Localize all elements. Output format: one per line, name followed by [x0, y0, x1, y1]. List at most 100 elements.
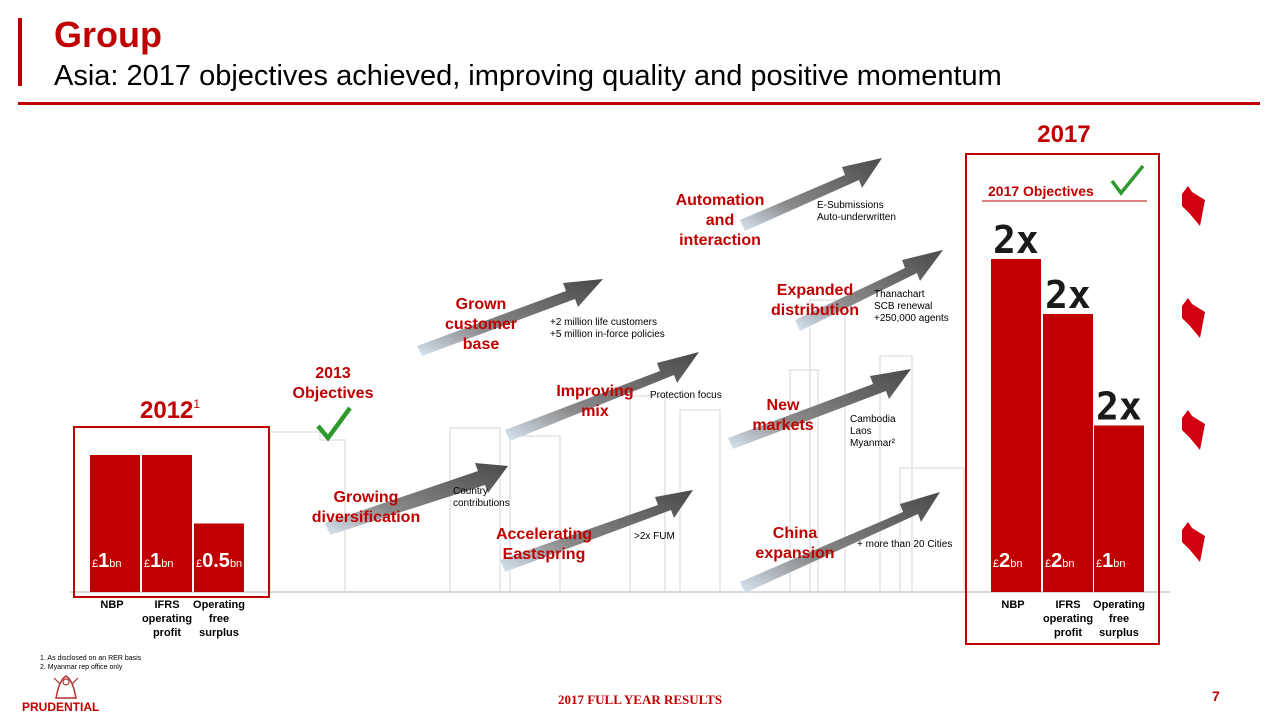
- theme-detail-expanded-distribution: +250,000 agents: [874, 313, 949, 324]
- category-label: operating: [1043, 613, 1093, 625]
- theme-label-growing-diversification: diversification: [312, 509, 420, 526]
- category-label: IFRS: [154, 599, 179, 611]
- bar-2012-0: [90, 455, 140, 592]
- box-2017: [965, 153, 1160, 645]
- theme-label-new-markets: markets: [752, 417, 813, 434]
- category-label: free: [1109, 613, 1129, 625]
- prudential-logo-icon: [53, 675, 79, 699]
- theme-label-china-expansion: China: [773, 525, 818, 542]
- category-label: NBP: [1001, 599, 1024, 611]
- red-momentum-arrows: [1182, 186, 1205, 562]
- bar-value-label: £1bn: [144, 550, 174, 572]
- category-label: IFRS: [1055, 599, 1080, 611]
- category-label: NBP: [100, 599, 123, 611]
- arrow-automation-and-interaction: [740, 158, 882, 231]
- arrow-accelerating-eastspring: [500, 490, 693, 572]
- category-label: profit: [153, 627, 181, 639]
- bar-value-label: £1bn: [92, 550, 122, 572]
- multiplier-label: 2x: [1096, 385, 1142, 429]
- theme-label-grown-customer-base: base: [463, 336, 500, 353]
- theme-detail-automation-and-interaction: Auto-underwritten: [817, 212, 896, 223]
- page-number: 7: [1212, 688, 1220, 704]
- bars-2017: £2bn 2x NBP £2bn 2x IFRS operating profit £1bn 2x…: [991, 218, 1145, 639]
- objectives-2013-label: Objectives: [293, 385, 374, 402]
- red-arrow-2: [1182, 298, 1205, 338]
- theme-label-expanded-distribution: Expanded: [777, 282, 853, 299]
- bar-2017-2: [1094, 425, 1144, 592]
- theme-label-expanded-distribution: distribution: [771, 302, 859, 319]
- theme-label-grown-customer-base: Grown: [456, 296, 507, 313]
- theme-label-improving-mix: mix: [581, 403, 609, 420]
- theme-detail-growing-diversification: Country: [453, 486, 488, 497]
- category-label: free: [209, 613, 229, 625]
- red-arrow-1: [1182, 186, 1205, 226]
- theme-detail-expanded-distribution: SCB renewal: [874, 301, 932, 312]
- year-2017-label: 2017: [1037, 121, 1090, 148]
- bar-2017-0: [991, 259, 1041, 592]
- theme-label-china-expansion: expansion: [755, 545, 834, 562]
- page-title: Group: [54, 14, 162, 55]
- multiplier-label: 2x: [1045, 273, 1091, 317]
- category-label: surplus: [199, 627, 239, 639]
- theme-detail-accelerating-eastspring: >2x FUM: [634, 531, 675, 542]
- category-label: surplus: [1099, 627, 1139, 639]
- multiplier-label: 2x: [993, 218, 1039, 262]
- bar-value-label: £0.5bn: [196, 550, 242, 572]
- theme-arrows: [325, 158, 943, 593]
- footnote-2: 2. Myanmar rep office only: [40, 664, 123, 671]
- header-rule: [18, 102, 1260, 105]
- category-label: Operating: [193, 599, 245, 611]
- red-arrow-4: [1182, 522, 1205, 562]
- theme-detail-new-markets: Laos: [850, 426, 872, 437]
- theme-label-growing-diversification: Growing: [334, 489, 399, 506]
- theme-label-improving-mix: Improving: [556, 383, 633, 400]
- theme-label-grown-customer-base: customer: [445, 316, 517, 333]
- objectives-2017-label: 2017 Objectives: [988, 183, 1094, 199]
- prudential-logo: PRUDENTIAL: [22, 700, 100, 714]
- theme-label-automation-and-interaction: interaction: [679, 232, 761, 249]
- footnote-1: 1. As disclosed on an RER basis: [40, 655, 142, 662]
- title-accent-bar: [18, 18, 22, 86]
- red-arrow-3: [1182, 410, 1205, 450]
- category-label: profit: [1054, 627, 1082, 639]
- category-label: operating: [142, 613, 192, 625]
- arrow-expanded-distribution: [795, 250, 943, 331]
- bar-2017-1: [1043, 314, 1093, 592]
- bar-value-label: £1bn: [1096, 550, 1126, 572]
- checkmark-2013-icon: [316, 406, 352, 442]
- arrow-new-markets: [728, 369, 911, 449]
- checkmark-2017-icon: [1110, 164, 1145, 196]
- theme-label-accelerating-eastspring: Eastspring: [503, 546, 586, 563]
- bar-2012-2: [194, 523, 244, 592]
- theme-detail-improving-mix: Protection focus: [650, 390, 722, 401]
- arrow-growing-diversification: [325, 463, 508, 535]
- footer-title: 2017 FULL YEAR RESULTS: [557, 692, 723, 707]
- bar-value-label: £2bn: [1045, 550, 1075, 572]
- objectives-2013-year: 2013: [315, 365, 351, 382]
- theme-label-automation-and-interaction: and: [706, 212, 734, 229]
- arrow-china-expansion: [740, 492, 940, 593]
- page-subtitle: Asia: 2017 objectives achieved, improvin…: [54, 60, 1002, 92]
- bars-2012: £1bn NBP £1bn IFRS operating profit £0.5bn Oper…: [90, 455, 245, 639]
- skyline-background: [269, 299, 965, 592]
- bar-value-label: £2bn: [993, 550, 1023, 572]
- year-2012-label: 20121: [140, 397, 200, 424]
- theme-detail-growing-diversification: contributions: [453, 498, 510, 509]
- footnotes: 1. As disclosed on an RER basis 2. Myanm…: [40, 654, 141, 672]
- arrow-improving-mix: [505, 352, 699, 441]
- theme-detail-new-markets: Myanmar²: [850, 438, 896, 449]
- arrow-grown-customer-base: [417, 279, 603, 356]
- theme-detail-automation-and-interaction: E-Submissions: [817, 200, 884, 211]
- theme-labels: Growing diversification Countrycontributio…: [312, 192, 953, 563]
- theme-detail-grown-customer-base: +2 million life customers: [550, 317, 657, 328]
- theme-label-new-markets: New: [767, 397, 800, 414]
- box-2012: [73, 426, 270, 598]
- theme-label-accelerating-eastspring: Accelerating: [496, 526, 592, 543]
- theme-detail-china-expansion: + more than 20 Cities: [857, 539, 952, 550]
- theme-label-automation-and-interaction: Automation: [676, 192, 765, 209]
- bar-2012-1: [142, 455, 192, 592]
- category-label: Operating: [1093, 599, 1145, 611]
- theme-detail-expanded-distribution: Thanachart: [874, 289, 925, 300]
- theme-detail-grown-customer-base: +5 million in-force policies: [550, 329, 665, 340]
